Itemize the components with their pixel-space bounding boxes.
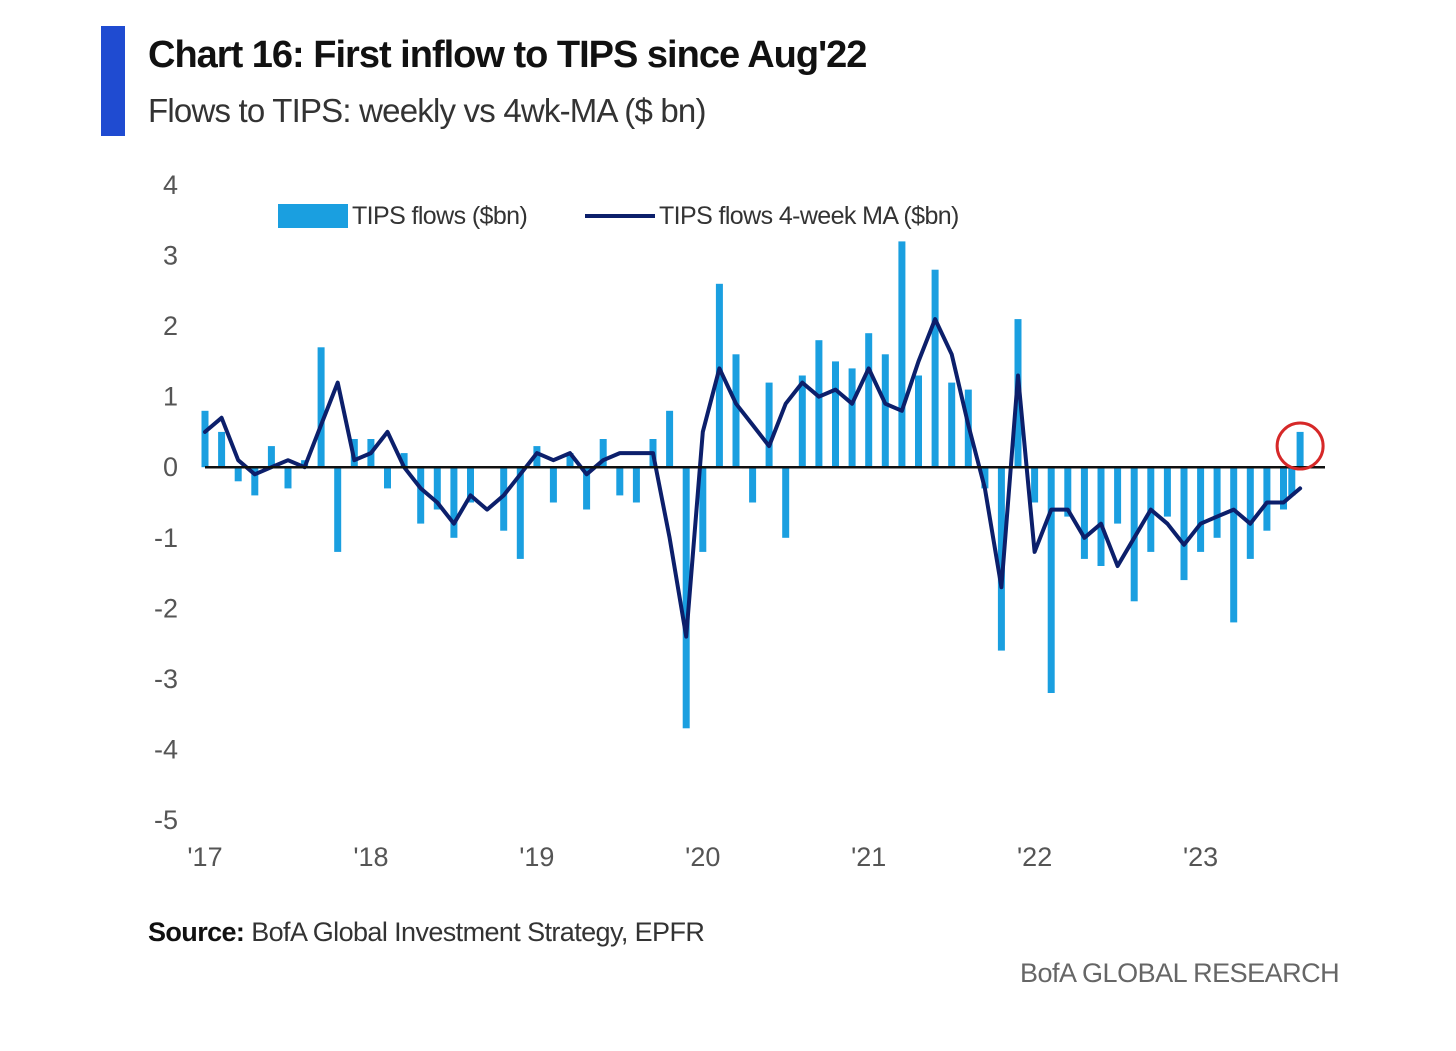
y-tick-label: -5 [154, 805, 178, 835]
tips-flow-bar [450, 467, 458, 538]
tips-flow-bar [417, 467, 425, 524]
y-tick-label: -3 [154, 664, 178, 694]
tips-flow-bar [815, 340, 823, 468]
brand-mark: BofA GLOBAL RESEARCH [1020, 958, 1340, 988]
x-tick-label: '18 [353, 842, 388, 872]
legend-label-bars: TIPS flows ($bn) [352, 202, 527, 230]
x-tick-label: '21 [851, 842, 886, 872]
tips-flow-bar [848, 368, 856, 468]
latest-inflow-highlight [1275, 421, 1325, 471]
tips-flow-bar [682, 467, 690, 729]
tips-flow-bar [334, 467, 342, 552]
tips-flow-bar [1230, 467, 1238, 623]
tips-flow-bar [931, 269, 939, 468]
tips-flow-bar [533, 446, 541, 468]
tips-flow-bar [583, 467, 591, 510]
x-tick-label: '22 [1017, 842, 1052, 872]
tips-flow-bar [749, 467, 757, 503]
tips-flow-bar [832, 361, 839, 468]
tips-flow-bar [1263, 467, 1271, 531]
tips-flow-bar [1296, 431, 1304, 468]
y-tick-label: 0 [163, 452, 178, 482]
source-text: BofA Global Investment Strategy, EPFR [251, 917, 705, 947]
x-tick-label: '19 [519, 842, 554, 872]
bars-layer [201, 241, 1304, 729]
tips-flow-bar [384, 467, 391, 489]
tips-flow-bar [1114, 467, 1122, 524]
chart-subtitle: Flows to TIPS: weekly vs 4wk-MA ($ bn) [148, 92, 706, 129]
tips-flow-bar [865, 333, 873, 468]
y-tick-label: 2 [163, 311, 178, 341]
y-axis-ticks: 4 3 2 1 0 -1 -2 -3 -4 -5 [154, 170, 178, 835]
tips-flow-bar [201, 410, 209, 468]
y-tick-label: 1 [163, 382, 178, 412]
tips-flow-bar [467, 467, 474, 503]
x-tick-label: '20 [685, 842, 720, 872]
tips-flow-bar [732, 354, 740, 468]
tips-flow-bar [549, 467, 557, 503]
tips-flow-bar [234, 467, 242, 482]
chart-title: Chart 16: First inflow to TIPS since Aug… [148, 34, 867, 76]
y-tick-label: -1 [154, 523, 178, 553]
y-tick-label: -4 [154, 734, 178, 764]
tips-flow-bar [798, 375, 806, 468]
source-label: Source: [148, 917, 245, 947]
legend-swatch-bars [278, 204, 348, 228]
tips-flow-bar [1080, 467, 1088, 559]
tips-flow-bar [915, 375, 922, 468]
legend-label-line: TIPS flows 4-week MA ($bn) [659, 202, 959, 230]
tips-flow-bar [1163, 467, 1171, 517]
ma-line-layer [203, 317, 1303, 639]
tips-flow-bar [1031, 467, 1039, 503]
tips-flow-bar [267, 446, 275, 468]
x-axis-ticks: '17 '18 '19 '20 '21 '22 '23 [187, 842, 1218, 872]
x-tick-label: '17 [187, 842, 222, 872]
tips-flow-bar [782, 467, 790, 538]
tips-flow-bar [898, 241, 906, 468]
tips-flow-bar [251, 467, 259, 496]
tips-flow-bar [218, 431, 226, 468]
tips-flow-bar [284, 467, 292, 489]
tips-flow-bar [516, 467, 524, 559]
tips-flow-bar [1288, 467, 1296, 496]
tips-flow-bar [632, 467, 640, 503]
tips-flow-bar [881, 354, 889, 468]
tips-flow-bar [1197, 467, 1205, 552]
ma-series-line [203, 317, 1303, 639]
tips-flow-bar [765, 382, 773, 468]
tips-flow-bar [500, 467, 508, 531]
x-tick-label: '23 [1183, 842, 1218, 872]
tips-flow-bar [981, 467, 989, 489]
tips-flow-bar [699, 467, 707, 552]
tips-flow-bar [1064, 467, 1072, 517]
tips-flow-bar [997, 467, 1005, 651]
y-tick-label: 3 [163, 241, 178, 271]
tips-flow-bar [1213, 467, 1221, 538]
tips-flow-bar [1047, 467, 1055, 693]
tips-flow-bar [433, 467, 441, 510]
tips-flow-bar [1246, 467, 1254, 559]
tips-flow-bar [616, 467, 624, 496]
title-accent-bar [101, 26, 125, 136]
tips-flow-bar [566, 453, 574, 468]
tips-flow-bar [599, 439, 607, 468]
annotation-layer [1275, 421, 1325, 471]
tips-flow-bar [1097, 467, 1105, 566]
tips-flow-bar [666, 410, 674, 468]
tips-flow-bar [948, 382, 956, 468]
source-line: Source: BofA Global Investment Strategy,… [148, 917, 705, 948]
y-tick-label: -2 [154, 593, 178, 623]
tips-flow-bar [1280, 467, 1287, 510]
legend: TIPS flows ($bn) TIPS flows 4-week MA ($b… [278, 202, 959, 230]
tips-flow-bar [1180, 467, 1188, 581]
tips-flow-bar [400, 453, 408, 468]
tips-flow-bar [317, 347, 325, 468]
y-tick-label: 4 [163, 170, 178, 200]
